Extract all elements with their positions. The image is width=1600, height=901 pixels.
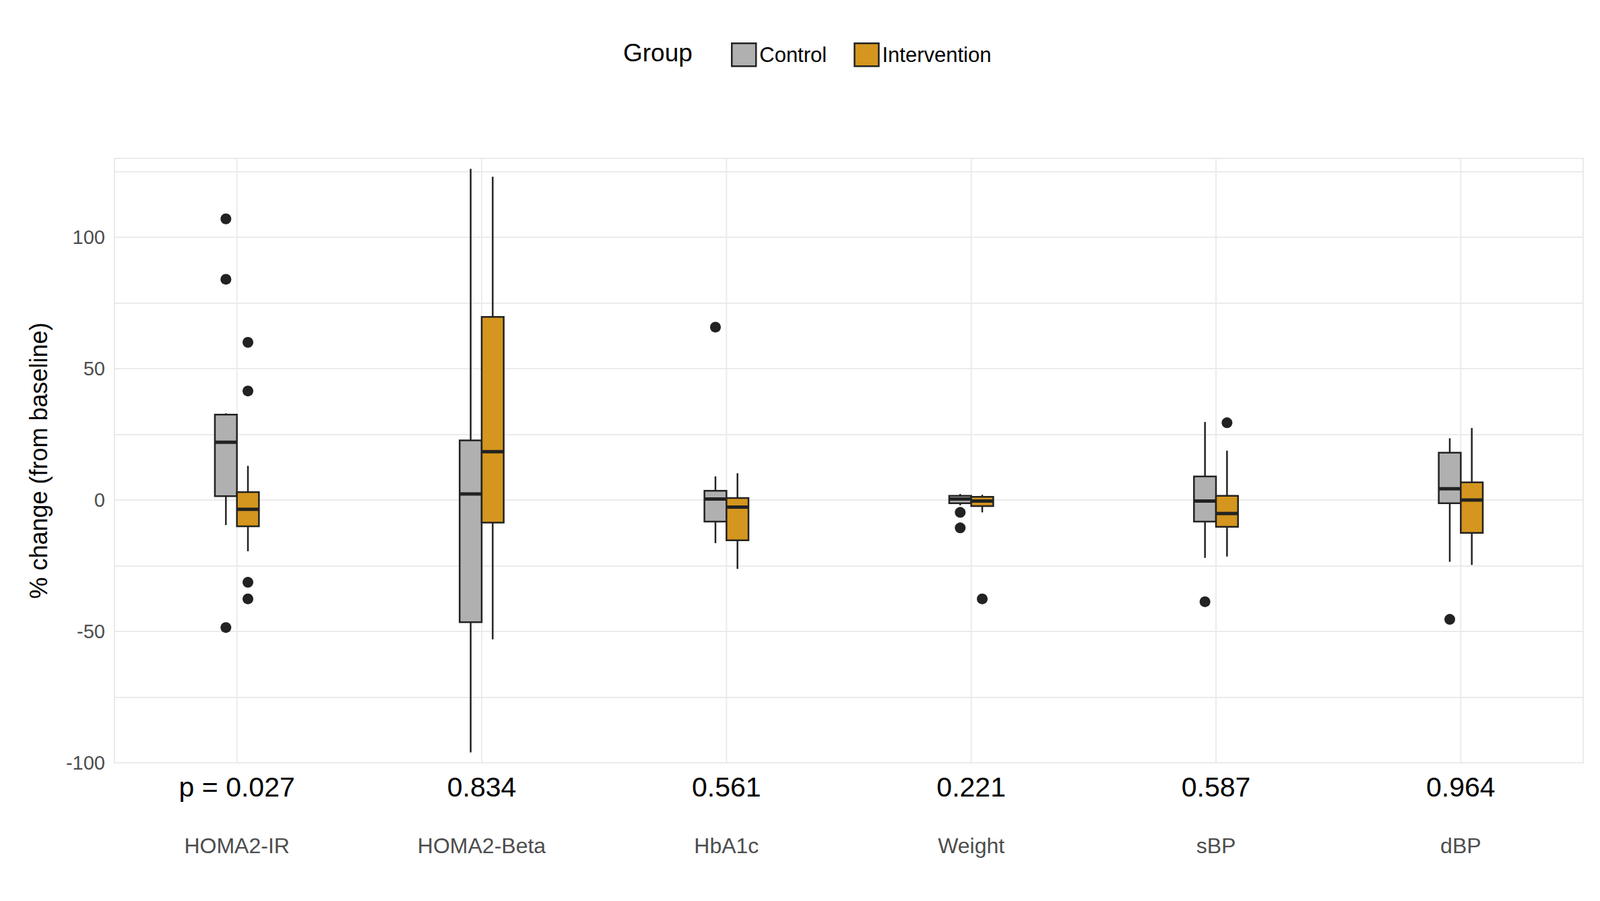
svg-text:p = 0.027: p = 0.027 [179,771,296,803]
svg-text:Intervention: Intervention [881,43,991,67]
svg-text:0.834: 0.834 [447,771,517,803]
svg-text:HOMA2-Beta: HOMA2-Beta [417,833,546,858]
svg-text:sBP: sBP [1196,833,1237,858]
svg-text:0.587: 0.587 [1181,771,1252,803]
svg-text:dBP: dBP [1440,833,1481,858]
svg-text:0: 0 [94,489,106,511]
svg-text:Group: Group [623,39,693,67]
svg-text:-50: -50 [76,620,106,643]
svg-text:Weight: Weight [937,833,1005,858]
svg-text:Control: Control [759,43,827,67]
svg-text:0.221: 0.221 [936,771,1006,803]
svg-text:HOMA2-IR: HOMA2-IR [183,833,290,858]
svg-text:-100: -100 [66,751,106,774]
svg-text:0.561: 0.561 [691,771,762,803]
svg-text:% change (from baseline): % change (from baseline) [24,322,53,599]
svg-text:50: 50 [83,357,106,380]
svg-text:100: 100 [72,226,106,248]
svg-text:0.964: 0.964 [1426,771,1496,803]
svg-text:HbA1c: HbA1c [693,833,759,858]
